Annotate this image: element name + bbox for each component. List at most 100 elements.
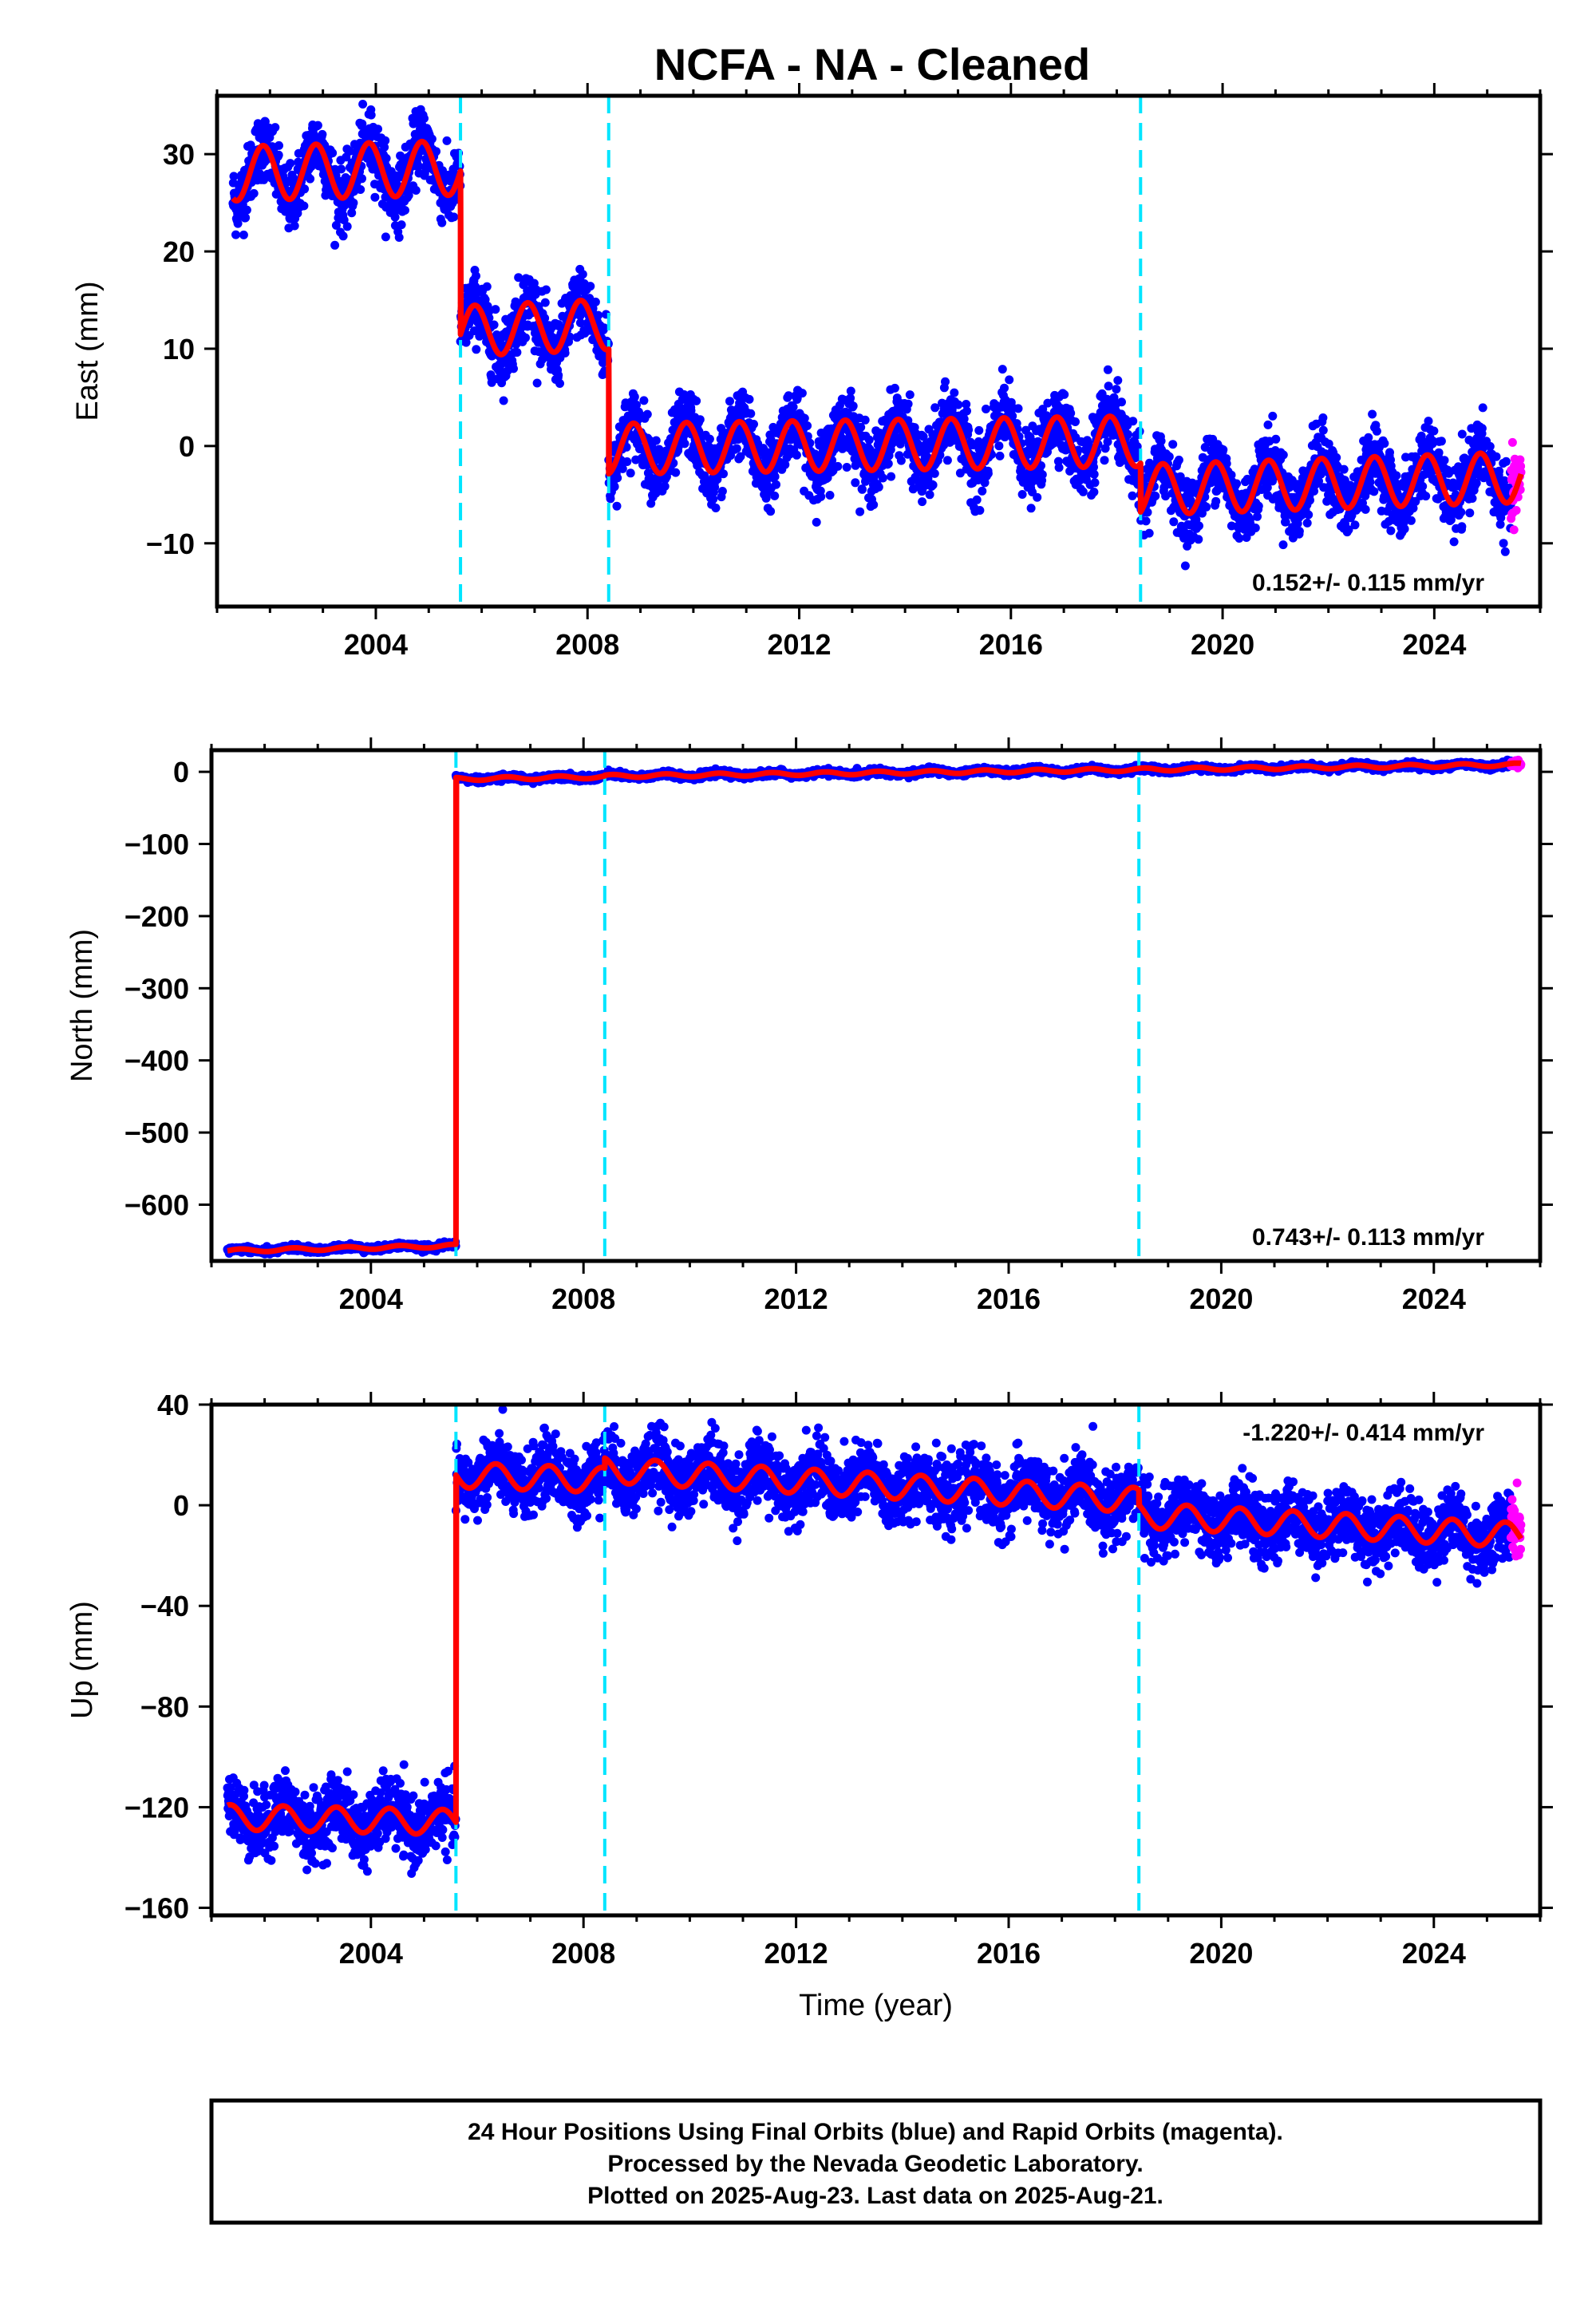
final-orbit-point xyxy=(1144,528,1154,538)
final-orbit-point xyxy=(394,233,404,242)
final-orbit-point xyxy=(983,468,993,478)
final-orbit-point xyxy=(390,212,400,222)
final-orbit-point xyxy=(1100,456,1109,465)
final-orbit-point xyxy=(858,484,867,494)
final-orbit-point xyxy=(848,401,858,411)
final-orbit-point xyxy=(1429,426,1439,436)
final-orbit-point xyxy=(680,439,689,449)
x-tick-label: 2008 xyxy=(555,628,619,661)
final-orbit-point xyxy=(300,184,310,194)
final-orbit-point xyxy=(1440,456,1449,465)
final-orbit-point xyxy=(770,491,780,500)
final-orbit-point xyxy=(437,218,447,227)
final-orbit-point xyxy=(1254,501,1263,511)
final-orbit-point xyxy=(1078,487,1088,496)
final-orbit-point xyxy=(521,333,530,342)
final-orbit-point xyxy=(746,409,756,418)
final-orbit-point xyxy=(1232,479,1242,488)
final-orbit-point xyxy=(1304,510,1314,520)
final-orbit-point xyxy=(692,396,701,405)
final-orbit-point xyxy=(1089,488,1099,496)
final-orbit-point xyxy=(381,232,390,242)
final-orbit-point xyxy=(1478,403,1487,413)
final-orbit-point xyxy=(1332,453,1341,462)
y-tick-label: 0 xyxy=(179,430,195,463)
final-orbit-point xyxy=(855,507,865,516)
final-orbit-point xyxy=(1385,448,1394,457)
final-orbit-point xyxy=(630,392,639,401)
final-orbit-point xyxy=(942,456,952,465)
final-orbit-point xyxy=(1406,516,1416,525)
final-orbit-point xyxy=(414,161,424,171)
final-orbit-point xyxy=(1109,393,1119,402)
final-orbit-point xyxy=(249,188,259,198)
final-orbit-point xyxy=(1026,504,1036,513)
final-orbit-point xyxy=(719,469,728,479)
final-orbit-point xyxy=(851,478,860,488)
final-orbit-point xyxy=(1128,491,1137,500)
final-orbit-point xyxy=(380,143,389,152)
final-orbit-point xyxy=(1495,466,1504,476)
final-orbit-point xyxy=(1350,520,1360,530)
final-orbit-point xyxy=(905,390,915,400)
rapid-orbit-point xyxy=(1507,437,1517,447)
daily-positions xyxy=(223,755,1526,1259)
final-orbit-point xyxy=(337,164,346,174)
final-orbit-point xyxy=(1117,397,1126,407)
final-orbit-point xyxy=(1180,561,1190,571)
final-orbit-point xyxy=(846,386,855,396)
y-tick-label: 20 xyxy=(163,235,195,268)
final-orbit-point xyxy=(491,305,500,314)
final-orbit-point xyxy=(381,153,391,163)
final-orbit-point xyxy=(586,282,595,291)
final-orbit-point xyxy=(622,457,632,466)
final-orbit-point xyxy=(1054,463,1064,472)
final-orbit-point xyxy=(930,468,939,478)
final-orbit-point xyxy=(972,495,982,504)
x-tick-label: 2004 xyxy=(344,628,408,661)
final-orbit-point xyxy=(1005,375,1014,385)
final-orbit-point xyxy=(489,320,499,330)
final-orbit-point xyxy=(1434,448,1444,457)
page-title: NCFA - NA - Cleaned xyxy=(654,39,1091,89)
final-orbit-point xyxy=(710,483,720,492)
final-orbit-point xyxy=(1380,439,1389,449)
x-tick-label: 2016 xyxy=(979,628,1043,661)
final-orbit-point xyxy=(1477,424,1487,433)
final-orbit-point xyxy=(745,394,754,404)
final-orbit-point xyxy=(449,212,459,222)
final-orbit-point xyxy=(512,348,522,357)
final-orbit-point xyxy=(260,117,270,126)
final-orbit-point xyxy=(1499,539,1508,548)
final-orbit-point xyxy=(1421,492,1431,501)
final-orbit-point xyxy=(1418,481,1428,491)
final-orbit-point xyxy=(475,331,484,341)
final-orbit-point xyxy=(241,213,251,223)
final-orbit-point xyxy=(962,406,971,416)
final-orbit-point xyxy=(274,150,283,160)
final-orbit-point xyxy=(358,174,366,184)
final-orbit-point xyxy=(1372,426,1381,436)
y-tick-label: −10 xyxy=(146,528,195,560)
final-orbit-point xyxy=(1457,522,1467,532)
final-orbit-point xyxy=(1211,496,1221,506)
final-orbit-point xyxy=(639,396,649,405)
final-orbit-point xyxy=(792,450,801,460)
final-orbit-point xyxy=(239,230,248,239)
final-orbit-point xyxy=(1103,365,1112,374)
final-orbit-point xyxy=(878,473,887,483)
final-orbit-point xyxy=(978,486,987,496)
final-orbit-point xyxy=(229,172,239,181)
final-orbit-point xyxy=(472,345,481,354)
final-orbit-point xyxy=(869,500,879,509)
final-orbit-point xyxy=(1060,389,1069,399)
velocity-label: 0.152+/- 0.115 mm/yr xyxy=(1252,570,1484,596)
rapid-orbit-point xyxy=(1511,506,1521,515)
final-orbit-point xyxy=(725,397,734,406)
final-orbit-point xyxy=(1368,409,1377,419)
final-orbit-point xyxy=(612,501,622,511)
final-orbit-point xyxy=(928,480,938,490)
final-orbit-point xyxy=(330,240,340,250)
final-orbit-point xyxy=(800,413,809,423)
final-orbit-point xyxy=(540,298,550,307)
